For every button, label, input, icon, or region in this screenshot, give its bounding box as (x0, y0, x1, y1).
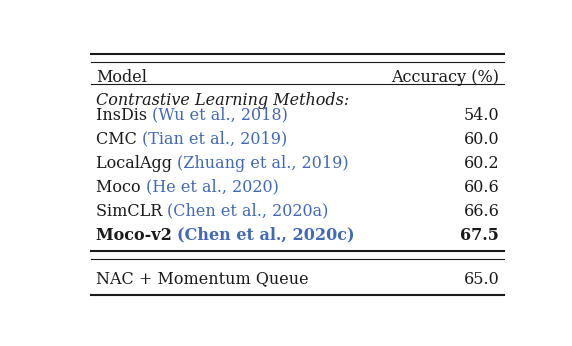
Text: (Chen et al., 2020c): (Chen et al., 2020c) (177, 227, 355, 244)
Text: LocalAgg: LocalAgg (96, 155, 177, 172)
Text: 65.0: 65.0 (463, 271, 499, 288)
Text: SimCLR: SimCLR (96, 203, 168, 220)
Text: CMC: CMC (96, 131, 142, 148)
Text: (Tian et al., 2019): (Tian et al., 2019) (142, 131, 287, 148)
Text: 67.5: 67.5 (460, 227, 499, 244)
Text: 60.2: 60.2 (464, 155, 499, 172)
Text: Moco-v2: Moco-v2 (96, 227, 177, 244)
Text: 60.6: 60.6 (463, 179, 499, 196)
Text: Model: Model (96, 70, 147, 86)
Text: (Wu et al., 2018): (Wu et al., 2018) (152, 107, 288, 124)
Text: Contrastive Learning Methods:: Contrastive Learning Methods: (96, 92, 349, 109)
Text: 54.0: 54.0 (464, 107, 499, 124)
Text: (Chen et al., 2020a): (Chen et al., 2020a) (168, 203, 329, 220)
Text: Moco: Moco (96, 179, 146, 196)
Text: InsDis: InsDis (96, 107, 152, 124)
Text: (Zhuang et al., 2019): (Zhuang et al., 2019) (177, 155, 348, 172)
Text: NAC + Momentum Queue: NAC + Momentum Queue (96, 271, 308, 288)
Text: 66.6: 66.6 (463, 203, 499, 220)
Text: 60.0: 60.0 (464, 131, 499, 148)
Text: (He et al., 2020): (He et al., 2020) (146, 179, 279, 196)
Text: Accuracy (%): Accuracy (%) (391, 70, 499, 86)
